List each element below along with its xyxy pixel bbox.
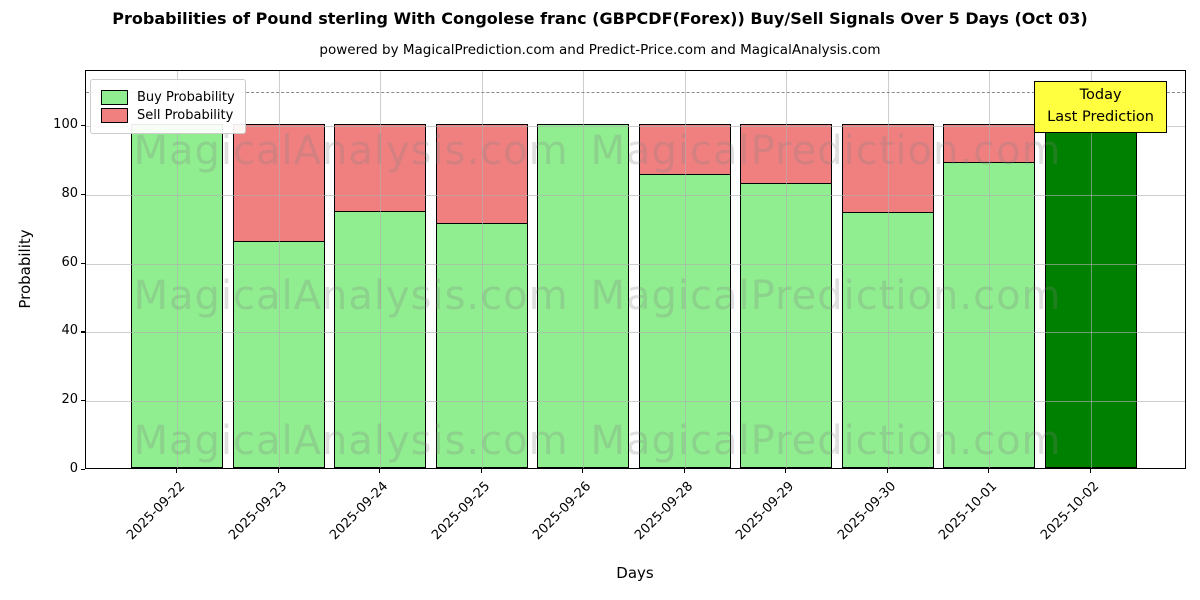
y-tick-label: 60 <box>61 254 78 270</box>
y-tick-mark <box>81 400 85 402</box>
v-gridline <box>481 71 483 468</box>
x-tick-mark <box>785 469 787 473</box>
x-tick-label: 2025-09-28 <box>632 479 697 544</box>
y-tick-label: 80 <box>61 185 78 201</box>
x-tick-mark <box>886 469 888 473</box>
x-tick-label: 2025-10-02 <box>1038 479 1103 544</box>
h-gridline <box>86 332 1185 334</box>
x-tick-mark <box>683 469 685 473</box>
today-annotation-box: Today Last Prediction <box>1034 81 1167 133</box>
legend-swatch <box>101 90 128 105</box>
chart-subtitle: powered by MagicalPrediction.com and Pre… <box>319 42 881 58</box>
legend-label: Sell Probability <box>137 108 234 123</box>
plot-area: MagicalAnalysis.com MagicalAnalysis.com Ma… <box>85 70 1186 469</box>
chart-title: Probabilities of Pound sterling With Con… <box>112 9 1088 28</box>
v-gridline <box>786 71 788 468</box>
y-tick-label: 20 <box>61 392 78 408</box>
x-tick-label: 2025-09-24 <box>327 479 392 544</box>
watermark-text: MagicalPrediction.com <box>590 128 1062 174</box>
v-gridline <box>1090 71 1092 468</box>
y-tick-mark <box>81 262 85 264</box>
v-gridline <box>380 71 382 468</box>
v-gridline <box>278 71 280 468</box>
x-tick-mark <box>277 469 279 473</box>
legend-row: Buy Probability <box>101 90 235 105</box>
today-annotation-line2: Last Prediction <box>1047 108 1154 125</box>
watermark-text: MagicalAnalysis.com <box>133 273 569 319</box>
x-tick-label: 2025-10-01 <box>936 479 1001 544</box>
h-gridline <box>86 126 1185 128</box>
x-tick-label: 2025-09-29 <box>733 479 798 544</box>
x-tick-label: 2025-09-23 <box>226 479 291 544</box>
x-tick-mark <box>988 469 990 473</box>
y-tick-mark <box>81 331 85 333</box>
legend: Buy Probability Sell Probability <box>90 79 246 134</box>
watermark-text: MagicalAnalysis.com <box>133 418 569 464</box>
legend-label: Buy Probability <box>137 90 235 105</box>
v-gridline <box>177 71 179 468</box>
x-tick-mark <box>480 469 482 473</box>
h-gridline <box>86 263 1185 265</box>
x-axis-label: Days <box>616 564 654 582</box>
y-tick-mark <box>81 469 85 471</box>
today-annotation-line1: Today <box>1079 87 1122 103</box>
y-tick-label: 40 <box>61 323 78 339</box>
x-tick-mark <box>1089 469 1091 473</box>
legend-row: Sell Probability <box>101 108 235 123</box>
x-tick-label: 2025-09-25 <box>429 479 494 544</box>
v-gridline <box>887 71 889 468</box>
x-tick-label: 2025-09-30 <box>835 479 900 544</box>
x-tick-mark <box>582 469 584 473</box>
v-gridline <box>583 71 585 468</box>
watermark-text: MagicalPrediction.com <box>590 418 1062 464</box>
legend-swatch <box>101 108 128 123</box>
x-tick-label: 2025-09-26 <box>530 479 595 544</box>
h-gridline <box>86 401 1185 403</box>
v-gridline <box>684 71 686 468</box>
x-tick-mark <box>176 469 178 473</box>
y-tick-label: 0 <box>69 461 78 476</box>
x-tick-label: 2025-09-22 <box>124 479 189 544</box>
x-tick-mark <box>379 469 381 473</box>
y-tick-mark <box>81 125 85 127</box>
threshold-dashed-line <box>86 91 1185 93</box>
h-gridline <box>86 194 1185 196</box>
v-gridline <box>989 71 991 468</box>
y-tick-mark <box>81 193 85 195</box>
watermark-text: MagicalPrediction.com <box>590 273 1062 319</box>
y-tick-label: 100 <box>53 117 78 133</box>
watermark-text: MagicalAnalysis.com <box>133 128 569 174</box>
